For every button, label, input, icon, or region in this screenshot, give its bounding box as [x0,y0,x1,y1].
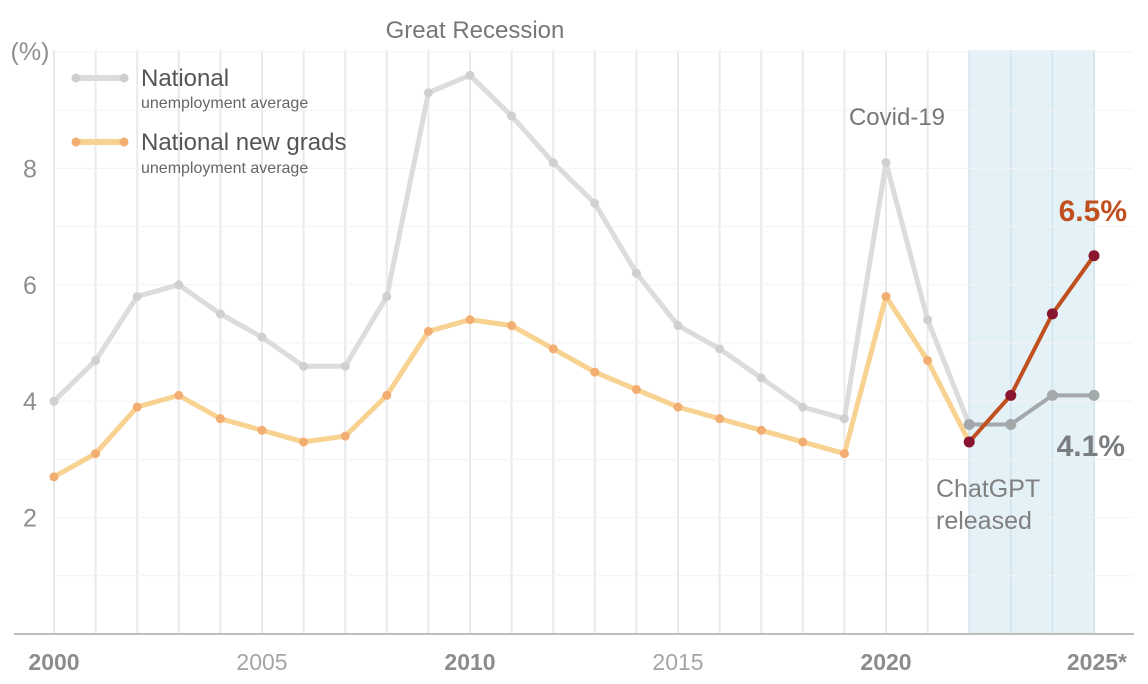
data-point-new-grads [798,437,808,447]
y-tick-label: 2 [23,505,37,533]
y-tick-labels: 2 4 6 8 [23,155,37,532]
y-axis-unit-label: (%) [11,38,50,66]
legend-point [119,73,129,83]
legend: National unemployment average National n… [71,65,346,177]
legend-point [119,137,129,147]
data-point-national [548,158,558,168]
data-point-new-grads [839,449,849,459]
data-point-new-grads [91,449,101,459]
vertical-gridlines [53,50,1095,634]
data-point-new-grads [340,431,350,441]
data-point-national [132,291,142,301]
data-point-national [1046,389,1058,401]
x-tick-label: 2020 [860,649,911,675]
data-point-national [340,361,350,371]
data-point-national [49,396,59,406]
data-point-national [839,414,849,424]
x-tick-label: 2005 [236,649,287,675]
data-point-new-grads [963,436,975,448]
data-point-new-grads [465,315,475,325]
annotation-released: released [936,507,1032,535]
data-point-new-grads [590,367,600,377]
data-point-new-grads [299,437,309,447]
data-point-national [963,418,975,430]
data-point-national [881,158,891,168]
data-point-new-grads [1046,308,1058,320]
data-point-national [91,355,101,365]
x-tick-label: 2015 [652,649,703,675]
end-label-new-grads: 6.5% [1059,195,1127,228]
data-point-national [1088,389,1100,401]
data-point-national [423,88,433,98]
legend-point [71,73,81,83]
annotation-covid-19: Covid-19 [849,104,945,131]
data-point-new-grads [423,326,433,336]
y-tick-label: 6 [23,272,37,300]
y-tick-label: 4 [23,388,37,416]
data-point-new-grads [715,414,725,424]
series-line-national-recent [967,393,1096,427]
data-point-national [715,344,725,354]
data-point-national [257,332,267,342]
y-tick-label: 8 [23,155,37,183]
data-point-national [673,321,683,331]
legend-label-new-grads: National new grads [141,129,346,156]
series-points [49,70,1100,482]
x-tick-label: 2010 [444,649,495,675]
annotation-great-recession: Great Recession [386,17,565,44]
data-point-new-grads [673,402,683,412]
data-point-national [923,315,933,325]
legend-sublabel-national: unemployment average [141,95,308,112]
data-point-new-grads [507,321,517,331]
chatgpt-era-shading [969,50,1094,634]
legend-sublabel-new-grads: unemployment average [141,160,308,177]
data-point-national [798,402,808,412]
legend-label-national: National [141,65,229,92]
end-label-national: 4.1% [1057,430,1125,463]
data-point-new-grads [215,414,225,424]
legend-item-new-grads: National new grads unemployment average [71,129,346,177]
x-tick-label: 2025* [1067,649,1127,675]
data-point-new-grads [132,402,142,412]
series-line-new-grads-recent [967,253,1096,444]
data-point-new-grads [1088,250,1100,262]
data-point-new-grads [257,425,267,435]
data-point-new-grads [1005,389,1017,401]
legend-point [71,137,81,147]
legend-item-national: National unemployment average [71,65,308,112]
horizontal-gridlines [54,51,1132,577]
data-point-national [382,291,392,301]
data-point-new-grads [548,344,558,354]
data-point-national [631,268,641,278]
data-point-national [465,70,475,80]
data-point-new-grads [174,390,184,400]
data-point-national [756,373,766,383]
data-point-national [299,361,309,371]
data-point-new-grads [382,390,392,400]
data-point-new-grads [631,385,641,395]
x-tick-label: 2000 [28,649,79,675]
annotation-chatgpt: ChatGPT [936,475,1040,503]
data-point-new-grads [923,355,933,365]
data-point-national [174,280,184,290]
data-point-national [590,198,600,208]
data-point-new-grads [881,291,891,301]
x-tick-labels: 2000 2005 2010 2015 2020 2025* [28,649,1127,675]
shaded-region [969,50,1094,634]
data-point-national [215,309,225,319]
data-point-new-grads [49,472,59,482]
data-point-new-grads [756,425,766,435]
data-point-national [507,111,517,121]
data-point-national [1005,418,1017,430]
